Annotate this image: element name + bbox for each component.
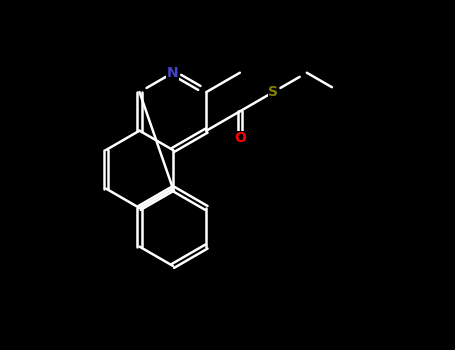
Text: N: N [167, 66, 179, 80]
Text: O: O [234, 131, 246, 145]
Text: S: S [268, 85, 278, 99]
